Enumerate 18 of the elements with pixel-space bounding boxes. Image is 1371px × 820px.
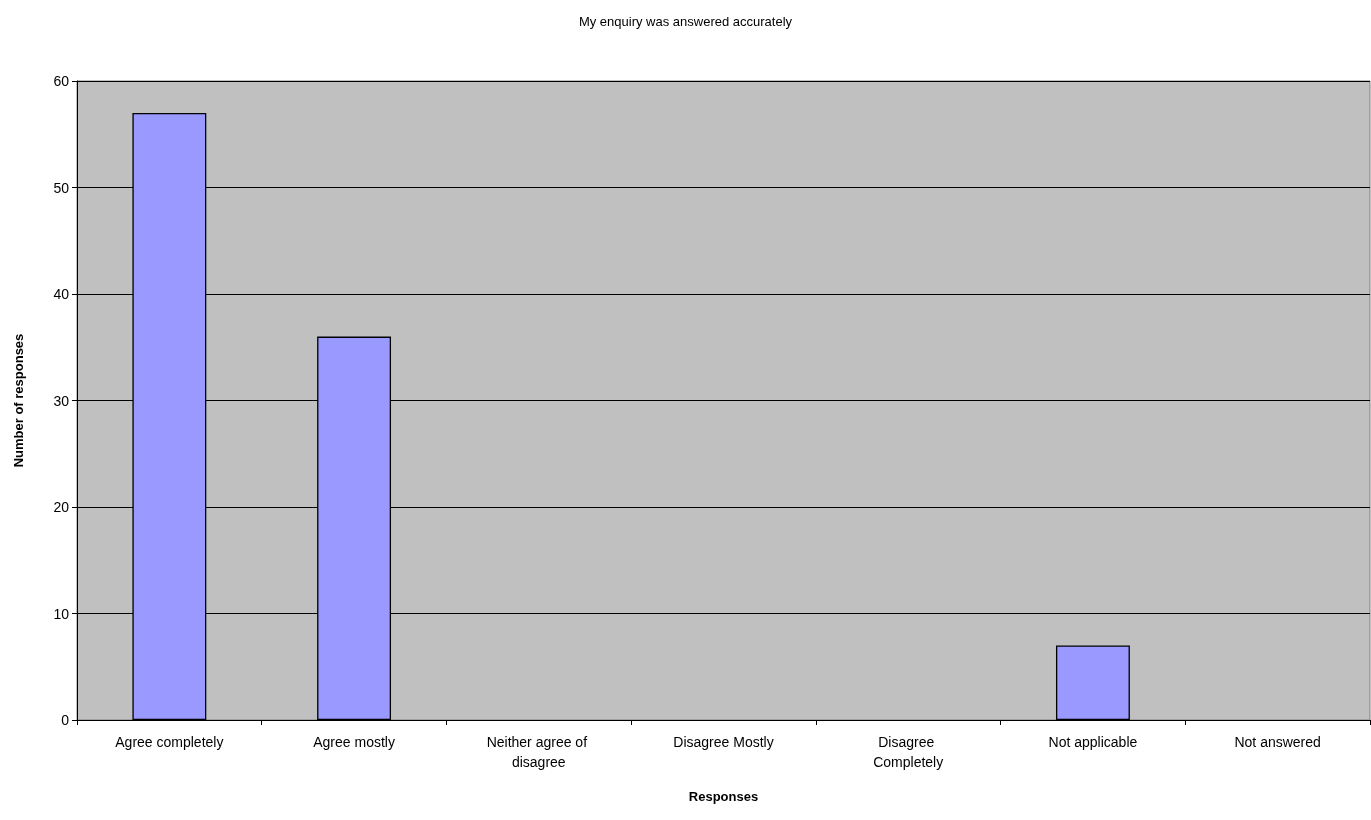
x-tick-label: Not applicable [1048, 734, 1138, 750]
y-axis-title: Number of responses [11, 333, 26, 468]
x-tick-label: Agree completely [115, 734, 224, 750]
y-tick-label: 0 [61, 712, 70, 728]
x-tick-label: Neither agree of disagree [486, 734, 591, 770]
x-tick-label: Disagree Mostly [673, 734, 774, 750]
y-tick-label: 10 [53, 605, 70, 622]
x-tick-label: Disagree Completely [873, 734, 944, 770]
bar [1055, 645, 1130, 720]
y-tick-label: 40 [53, 286, 70, 302]
x-axis-title: Responses [688, 789, 759, 804]
y-tick-label: 30 [53, 392, 70, 409]
x-tick-label: Not answered [1234, 734, 1321, 750]
x-tick-label: Agree mostly [313, 734, 395, 750]
y-tick-label: 50 [53, 179, 70, 196]
chart-title: My enquiry was answered accurately [578, 14, 793, 29]
y-tick-label: 20 [53, 499, 70, 515]
y-tick-label: 60 [53, 73, 70, 89]
